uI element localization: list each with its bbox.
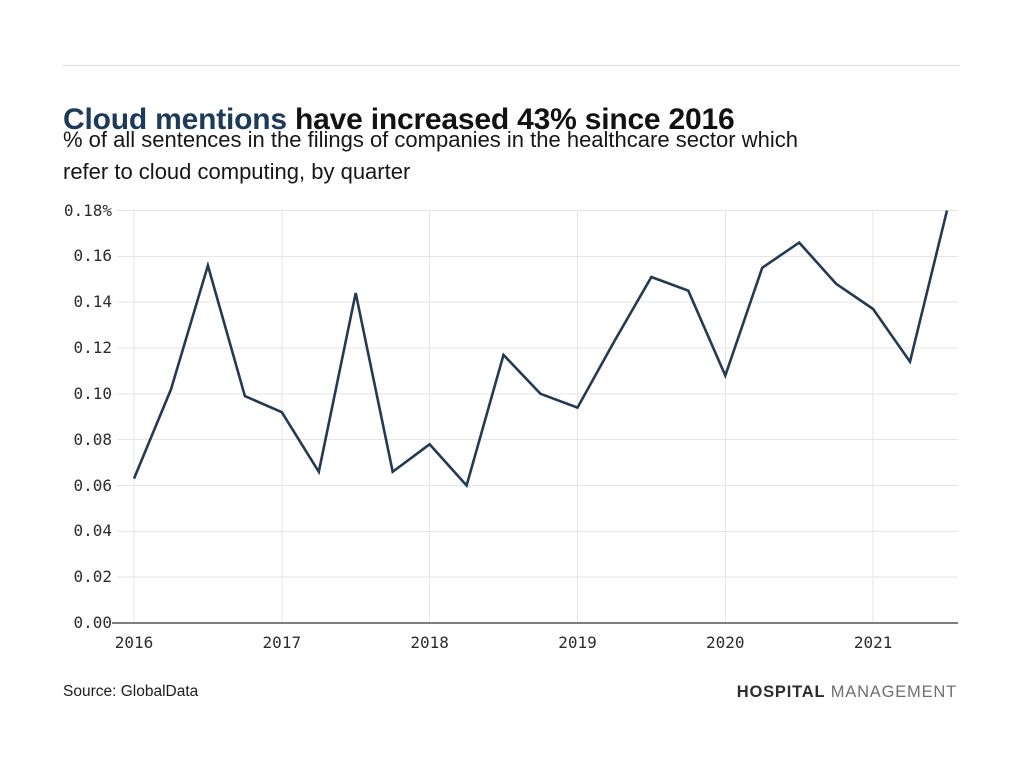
logo-word-management: MANAGEMENT (830, 683, 957, 701)
x-tick-label: 2021 (853, 633, 893, 652)
title-highlight: Cloud mentions (63, 103, 287, 137)
y-tick-label: 0.00 (73, 613, 112, 632)
x-tick-label: 2020 (706, 633, 745, 652)
publisher-logo: HOSPITAL MANAGEMENT (737, 683, 957, 702)
y-tick-label: 0.06 (73, 475, 112, 495)
y-tick-label: 0.02 (73, 567, 112, 587)
page-title: Cloud mentions have increased 43% since … (63, 101, 983, 139)
logo-word-hospital: HOSPITAL (736, 683, 826, 701)
y-tick-label: 0.18% (63, 200, 112, 220)
top-divider-rule (63, 65, 960, 66)
data-line (132, 210, 949, 489)
y-tick-label: 0.16 (73, 246, 112, 266)
vertical-gridlines (133, 210, 874, 623)
page-subtitle: % of all sentences in the filings of com… (63, 124, 973, 188)
source-credit: Source: GlobalData (63, 683, 199, 700)
y-tick-label: 0.14 (73, 292, 112, 312)
subtitle-line-1: % of all sentences in the filings of com… (63, 127, 798, 152)
x-tick-label: 2016 (114, 633, 154, 652)
horizontal-gridlines (117, 210, 958, 578)
y-tick-label: 0.12 (73, 338, 112, 357)
title-rest: have increased 43% since 2016 (286, 103, 735, 137)
x-tick-label: 2019 (558, 633, 597, 652)
subtitle-line-2: refer to cloud computing, by quarter (63, 159, 411, 184)
y-tick-label: 0.10 (73, 383, 112, 403)
y-tick-label: 0.08 (73, 429, 112, 449)
x-tick-label: 2017 (262, 633, 302, 652)
x-tick-label: 2018 (410, 633, 449, 652)
y-tick-label: 0.04 (73, 521, 112, 541)
